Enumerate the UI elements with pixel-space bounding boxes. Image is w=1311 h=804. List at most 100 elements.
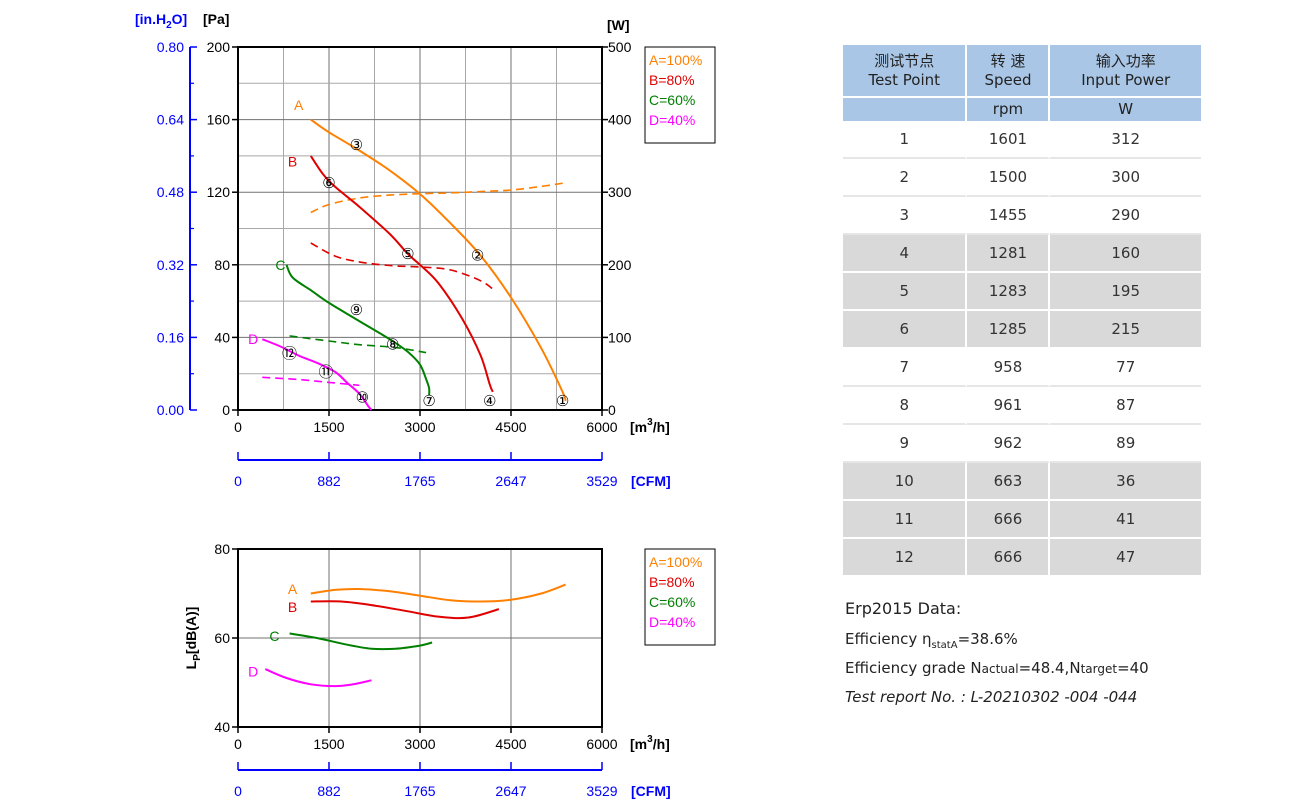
y-tick-label: 160 [207, 112, 231, 128]
table-row: 3 1455 290 [843, 197, 1201, 235]
pressure-power-chart: 0 1500 3000 4500 6000 [m3/h]04080120160200[Pa… [135, 11, 716, 489]
table-row: 10 663 36 [843, 463, 1201, 501]
test-point-marker: ⑫ [282, 346, 297, 363]
y-axis-label: LP[dB(A)] [183, 607, 203, 670]
table-row: 8 961 87 [843, 387, 1201, 425]
power-tick-label: 500 [608, 39, 632, 55]
cfm-tick-label: 882 [317, 473, 341, 489]
test-point-marker: ⑤ [401, 246, 414, 263]
y-tick-label: 200 [207, 39, 231, 55]
noise-curve-d [264, 668, 372, 688]
curve-label: D [248, 663, 258, 679]
inh2o-tick-label: 0.80 [157, 39, 184, 55]
unit-speed: rpm [967, 98, 1051, 121]
cfm-unit-label: [CFM] [631, 783, 671, 799]
x-axis-label: [m3/h] [630, 417, 670, 435]
erp-notes: Erp2015 Data: Efficiency ηstatA=38.6% Ef… [845, 597, 1149, 712]
cfm-tick-label: 2647 [495, 473, 526, 489]
x-tick-label: 4500 [495, 419, 526, 435]
cfm-tick-label: 882 [317, 783, 341, 799]
table-row: 11 666 41 [843, 501, 1201, 539]
test-point-table: 测试节点 Test Point 转 速 Speed 输入功率 Input Power … [843, 45, 1201, 577]
legend-entry: B=80% [649, 72, 695, 88]
y-tick-label: 120 [207, 184, 231, 200]
cfm-tick-label: 1765 [404, 473, 435, 489]
legend-entry: D=40% [649, 112, 695, 128]
noise-curve-c [289, 632, 433, 651]
test-point-marker: ⑥ [322, 175, 335, 192]
cfm-tick-label: 2647 [495, 783, 526, 799]
curve-label: A [288, 581, 298, 597]
curve-label: D [248, 331, 258, 347]
noise-curve-a [310, 583, 566, 603]
y-tick-label: 80 [214, 541, 230, 557]
inh2o-tick-label: 0.16 [157, 329, 184, 345]
x-tick-label: 6000 [586, 736, 617, 752]
test-point-marker: ② [471, 248, 484, 265]
y-tick-label: 40 [214, 719, 230, 735]
pressure-curve-c [285, 264, 431, 396]
cfm-tick-label: 1765 [404, 783, 435, 799]
power-tick-label: 200 [608, 257, 632, 273]
legend-entry: A=100% [649, 52, 702, 68]
noise-chart: 0 1500 3000 4500 6000 [m3/h]406080LP[dB(A)]AB… [183, 541, 716, 799]
x-tick-label: 3000 [404, 419, 435, 435]
table-row: 5 1283 195 [843, 273, 1201, 311]
x-tick-label: 4500 [495, 736, 526, 752]
legend-entry: A=100% [649, 554, 702, 570]
table-row: 1 1601 312 [843, 121, 1201, 159]
curve-label: B [288, 153, 297, 169]
power-axis-label: [W] [607, 17, 630, 33]
y-tick-label: 0 [222, 402, 230, 418]
efficiency-line: Efficiency ηstatA=38.6% [845, 630, 1018, 651]
x-tick-label: 0 [234, 736, 242, 752]
table-row: 9 962 89 [843, 425, 1201, 463]
x-tick-label: 6000 [586, 419, 617, 435]
y-axis-label: [Pa] [203, 11, 229, 27]
inh2o-axis-label: [in.H2O] [135, 11, 187, 31]
legend-entry: D=40% [649, 614, 695, 630]
pressure-curve-a [310, 118, 567, 402]
cfm-unit-label: [CFM] [631, 473, 671, 489]
y-tick-label: 60 [214, 630, 230, 646]
unit-input-power: W [1050, 98, 1201, 121]
cfm-tick-label: 3529 [586, 473, 617, 489]
legend-box [644, 46, 716, 144]
curve-label: C [275, 257, 285, 273]
noise-curve-b [310, 600, 500, 620]
pressure-curve-d [261, 338, 373, 411]
power-tick-label: 100 [608, 329, 632, 345]
table-row: 12 666 47 [843, 539, 1201, 577]
test-point-marker: ⑧ [386, 337, 399, 354]
cfm-tick-label: 0 [234, 783, 242, 799]
cfm-tick-label: 0 [234, 473, 242, 489]
x-tick-label: 3000 [404, 736, 435, 752]
curve-label: C [269, 628, 279, 644]
header-speed: 转 速 Speed [967, 45, 1051, 98]
erp-title: Erp2015 Data: [845, 599, 962, 618]
test-point-marker: ⑨ [350, 302, 363, 319]
y-tick-label: 40 [214, 329, 230, 345]
table-row: 2 1500 300 [843, 159, 1201, 197]
power-tick-label: 300 [608, 184, 632, 200]
test-point-marker: ④ [483, 393, 496, 410]
curve-label: A [294, 97, 304, 113]
curve-label: B [288, 599, 297, 615]
x-tick-label: 0 [234, 419, 242, 435]
table-row: 4 1281 160 [843, 235, 1201, 273]
unit-test-point [843, 98, 968, 121]
test-point-marker: ⑦ [422, 393, 435, 410]
inh2o-tick-label: 0.48 [157, 184, 184, 200]
pressure-curve-b [309, 155, 494, 393]
power-tick-label: 400 [608, 112, 632, 128]
test-point-marker: ③ [350, 137, 363, 154]
y-tick-label: 80 [214, 257, 230, 273]
legend-entry: C=60% [649, 92, 695, 108]
power-curve-b [310, 242, 497, 293]
test-point-marker: ⑪ [318, 364, 333, 381]
legend-entry: C=60% [649, 594, 695, 610]
legend-entry: B=80% [649, 574, 695, 590]
x-axis-label: [m3/h] [630, 734, 670, 752]
test-report-number: Test report No. : L-20210302 -004 -044 [845, 688, 1138, 706]
